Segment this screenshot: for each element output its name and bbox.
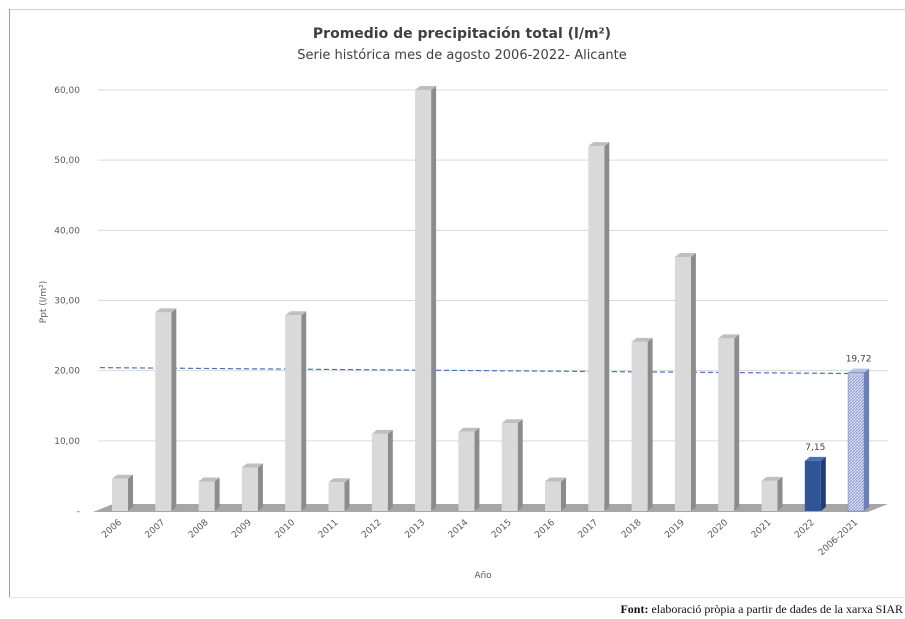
bar-top (285, 311, 307, 316)
bar-top (761, 476, 783, 481)
y-axis-title: Ppt (l/m²) (39, 281, 49, 323)
y-tick-label: 60,00 (54, 86, 80, 96)
chart-title: Promedio de precipitación total (l/m²) (313, 26, 611, 42)
bar (631, 341, 648, 511)
source-text: elaboració pròpia a partir de dades de l… (651, 602, 903, 616)
x-tick-label: 2014 (447, 518, 471, 541)
y-tick-label: 30,00 (54, 297, 80, 307)
bar-top (545, 477, 566, 482)
x-tick-label: 2011 (317, 518, 341, 541)
bar-side (820, 456, 826, 511)
data-labels: 7,15 19,72 (805, 355, 871, 453)
bar-side (777, 476, 783, 511)
data-label: 19,72 (846, 355, 872, 365)
x-tick-label: 2021 (750, 518, 774, 541)
bar-top (371, 429, 393, 434)
bar-side (690, 252, 696, 511)
bar-side (128, 474, 133, 511)
bar-top (848, 368, 870, 373)
x-tick-label: 2007 (144, 518, 168, 541)
bar-top (328, 478, 350, 483)
x-tick-label: 2006-2021 (817, 518, 860, 558)
bar-side (257, 463, 263, 511)
y-tick-label: 40,00 (54, 226, 80, 236)
x-tick-label: 2016 (533, 518, 557, 541)
bar (761, 480, 778, 511)
bar (501, 423, 518, 511)
x-tick-label: 2019 (663, 518, 687, 541)
x-tick-label: 2009 (230, 518, 254, 541)
y-tick-label: 10,00 (54, 437, 80, 447)
grid-lines (98, 89, 888, 442)
x-axis-title: Año (474, 571, 492, 581)
bar (285, 315, 302, 511)
bar-side (171, 308, 177, 511)
y-tick-label: - (77, 507, 80, 517)
bar-side (301, 311, 307, 511)
data-label: 7,15 (805, 443, 825, 453)
bar-top (241, 463, 263, 468)
x-tick-label: 2015 (490, 518, 514, 541)
bar (674, 256, 691, 511)
bar (804, 460, 821, 511)
bar (198, 481, 215, 511)
y-tick-label: 20,00 (54, 367, 80, 377)
x-tick-label: 2017 (577, 518, 601, 541)
bar-top (198, 477, 220, 482)
bar-side (474, 427, 480, 511)
bar (241, 467, 258, 511)
chart-subtitle: Serie histórica mes de agosto 2006-2022-… (297, 48, 627, 63)
bar (155, 312, 172, 511)
x-axis-ticks: 2006 2007 2008 2009 2010 2011 2012 2013 2014 2015… (100, 518, 860, 558)
x-tick-label: 2006 (100, 518, 124, 541)
bar (718, 338, 735, 511)
bar-side (604, 142, 610, 511)
bar (112, 478, 128, 511)
bar (328, 482, 345, 511)
bar-side (517, 419, 523, 511)
bar (371, 433, 388, 511)
chart-frame-bottom (9, 597, 905, 598)
bar (588, 146, 605, 511)
bar (458, 431, 475, 511)
bar-top (588, 142, 610, 147)
bar-top (674, 252, 696, 257)
x-tick-label: 2012 (360, 518, 384, 541)
bar-top (112, 474, 133, 479)
x-tick-label: 2022 (793, 518, 817, 541)
source-label: Font: (620, 602, 649, 616)
bar (415, 90, 432, 511)
bar-side (344, 478, 350, 511)
bars (112, 86, 870, 512)
bar-top (458, 427, 480, 432)
bar (545, 481, 561, 511)
x-tick-label: 2013 (403, 518, 427, 541)
bar-side (864, 368, 870, 511)
bar-side (647, 337, 653, 511)
x-tick-label: 2010 (273, 518, 297, 541)
bar-top (631, 337, 653, 342)
x-tick-label: 2020 (706, 518, 730, 541)
bar (847, 372, 865, 512)
bar-top (155, 308, 177, 313)
y-tick-label: 50,00 (54, 156, 80, 166)
bar-side (431, 86, 437, 511)
y-axis-ticks: - 10,00 20,00 30,00 40,00 50,00 60,00 (54, 86, 80, 517)
chart-frame-left (9, 9, 10, 597)
bar-top (501, 419, 523, 424)
bar-side (214, 477, 220, 511)
bar-top (804, 456, 826, 461)
source-note: Font: elaboració pròpia a partir de dade… (620, 602, 903, 617)
bar-side (387, 429, 393, 511)
x-tick-label: 2018 (620, 518, 644, 541)
bar-side (561, 477, 566, 511)
chart-frame-top (9, 9, 905, 10)
bar-top (415, 86, 437, 90)
x-tick-label: 2008 (187, 518, 211, 541)
bar-top (718, 334, 740, 339)
bar-side (734, 334, 740, 511)
